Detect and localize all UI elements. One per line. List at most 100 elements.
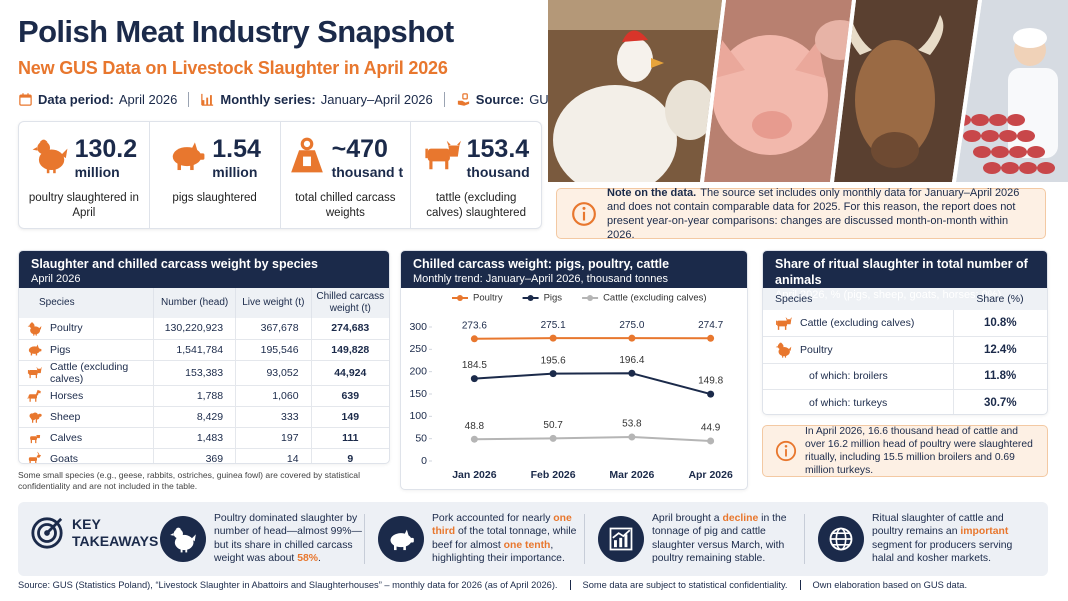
- icon-shape: [777, 325, 780, 330]
- pig-icon: [390, 529, 414, 550]
- kpi-top: 1.54 million: [168, 136, 261, 181]
- table-row: Goats 369 14 9: [19, 448, 389, 464]
- text-run: of the total tonnage, while beef for alm…: [432, 526, 577, 551]
- meat: [1001, 162, 1019, 174]
- species-cell: Goats: [19, 448, 154, 463]
- note-bold: Note on the data.: [607, 186, 697, 199]
- species-name: Sheep: [50, 410, 81, 423]
- species-label: Cattle (excluding calves): [775, 315, 949, 332]
- icon-shape: [52, 167, 56, 174]
- kpi-value: 153.4: [466, 135, 530, 163]
- worker-body: [1008, 68, 1058, 158]
- kpi-label: poultry slaughtered in April: [28, 192, 139, 219]
- number-cell: 8,429: [153, 406, 236, 428]
- text-run: April brought a: [652, 513, 723, 524]
- share-cell: 10.8%: [952, 310, 1047, 337]
- cell-text: 111: [342, 431, 359, 444]
- table-row: Poultry 130,220,923 367,678 274,683: [19, 318, 389, 340]
- cell-text: 274,683: [331, 322, 370, 335]
- kpi-top: 153.4 thousand: [423, 136, 530, 181]
- icon-shape: [28, 346, 41, 354]
- table-row: Pigs 1,541,784 195,546 149,828: [19, 339, 389, 361]
- photo: [956, 0, 1068, 182]
- number-cell: 333: [235, 406, 312, 428]
- icon-shape: [427, 148, 450, 162]
- highlight: important: [960, 526, 1009, 538]
- takeaways-head: KEY TAKEAWAYS: [30, 516, 158, 550]
- species-table: Species Number (head) Live weight (t) Chill…: [19, 288, 389, 464]
- cell-text: 1,483: [196, 431, 224, 444]
- number-cell: 149,828: [310, 339, 389, 361]
- species-label: Cattle (excluding calves): [27, 361, 149, 385]
- chicken-bg: [665, 80, 715, 140]
- number-cell: 274,683: [310, 318, 389, 340]
- species-label: Calves: [27, 430, 149, 445]
- ritual-panel: Share of ritual slaughter in total numbe…: [762, 250, 1048, 415]
- pig-snout: [752, 111, 792, 139]
- icon-shape: [785, 316, 792, 319]
- icon-shape: [775, 440, 797, 462]
- species-name: Pigs: [50, 343, 71, 356]
- chart-title: Chilled carcass weight: pigs, poultry, c…: [413, 257, 670, 271]
- chicken-icon: [170, 527, 196, 553]
- takeaway: Pork accounted for nearly one third of t…: [378, 512, 593, 565]
- takeaway: April brought a decline in the tonnage o…: [598, 512, 813, 565]
- kpi-unit: thousand: [466, 164, 530, 180]
- chicken-head: [617, 38, 653, 82]
- meat: [971, 114, 989, 126]
- icon-shape: [180, 547, 183, 553]
- icon-shape: [30, 439, 32, 444]
- text-run: in the tonnage of pig and cattle slaught…: [652, 513, 787, 564]
- kpi-label: tattle (excluding calves) slaughtered: [426, 192, 526, 219]
- icon-shape: [35, 352, 38, 356]
- pig-head: [712, 35, 828, 155]
- icon-shape: [784, 355, 787, 358]
- number-cell: 367,678: [235, 318, 312, 340]
- icon-shape: [782, 355, 784, 358]
- footer-item: Own elaboration based on GUS data.: [799, 580, 980, 590]
- cell-text: 130,220,923: [164, 322, 224, 335]
- hand-icon: [457, 93, 469, 106]
- cell-text: 149,828: [331, 343, 370, 356]
- horse-icon: [27, 389, 41, 402]
- meat: [1027, 146, 1045, 158]
- meta-value: GUS: [529, 92, 558, 107]
- kpi: 153.4 thousand tattle (excluding calves) s…: [410, 122, 541, 228]
- takeaway-text: Ritual slaughter of cattle and poultry r…: [872, 512, 1030, 565]
- icon-shape: [425, 148, 428, 159]
- icon-shape: [32, 147, 38, 151]
- cell-text: 333: [281, 410, 299, 423]
- cell-text: 8,429: [196, 410, 224, 423]
- cell-text: 197: [281, 431, 299, 444]
- number-cell: 1,483: [153, 427, 236, 449]
- number-cell: 14: [235, 448, 312, 463]
- species-cell: of which: turkeys: [763, 389, 953, 414]
- species-name: Poultry: [800, 343, 833, 356]
- cell-text: 369: [205, 452, 224, 464]
- icon-shape: [19, 95, 32, 98]
- kpi-unit: thousand t: [331, 164, 404, 180]
- table-footnote: Some small species (e.g., geese, rabbits…: [18, 470, 360, 491]
- icon-shape: [185, 547, 188, 553]
- share-cell: 12.4%: [952, 336, 1047, 364]
- chicken-comb: [622, 30, 648, 42]
- text-run: , highlighting their importance.: [432, 539, 565, 564]
- meta-value: April 2026: [118, 92, 178, 107]
- species-name: Cattle (excluding calves): [800, 317, 915, 329]
- number-cell: 639: [310, 385, 389, 407]
- icon-shape: [206, 97, 209, 106]
- photo: [834, 0, 978, 182]
- icon-shape: [35, 419, 37, 423]
- share-cell: 11.8%: [952, 363, 1047, 390]
- cell-text: 93,052: [266, 366, 299, 379]
- footer: Source: GUS (Statistics Poland), “Livest…: [18, 580, 979, 590]
- info-icon: [572, 201, 596, 226]
- column-header: Live weight (t): [235, 288, 312, 318]
- pig-icon: [173, 142, 205, 171]
- sheep-icon: [29, 412, 42, 423]
- kpi: ~470 thousand t total chilled carcass weig…: [279, 122, 411, 228]
- column-header: Species: [19, 288, 154, 318]
- panel-subtitle: April 2026, % (pigs, sheep, goats, horse…: [775, 289, 1002, 301]
- kpi-label: pigs slaughtered: [172, 192, 257, 204]
- cell-text: 639: [341, 389, 360, 402]
